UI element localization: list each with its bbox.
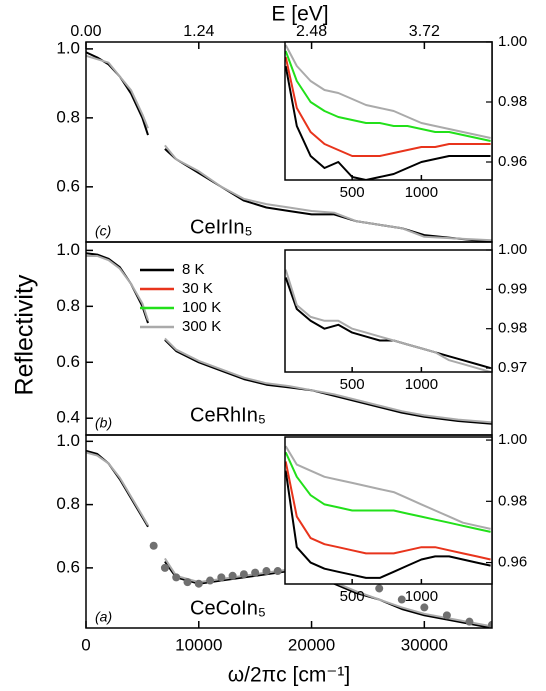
data-point <box>397 595 406 604</box>
plot-area <box>285 445 491 579</box>
series-line <box>285 56 491 157</box>
y2-tick-label: 0.97 <box>498 359 527 376</box>
top-tick-label: 0.00 <box>70 23 101 40</box>
y2-tick-label: 0.96 <box>498 153 527 170</box>
data-point <box>160 563 169 572</box>
top-tick-label: 3.72 <box>409 23 440 40</box>
x-tick-label: 0 <box>81 635 90 654</box>
y2-tick-label: 1.00 <box>498 431 527 448</box>
y-tick-label: 1.0 <box>56 240 80 259</box>
material-label: CeIrIn₅ <box>190 216 253 238</box>
y2-tick-label: 1.00 <box>498 33 527 50</box>
top-axis-label: E [eV] <box>271 3 328 26</box>
x-tick-label: 500 <box>340 376 365 393</box>
plot-area <box>285 269 491 372</box>
series-line <box>285 470 491 579</box>
y2-tick-label: 0.98 <box>498 320 527 337</box>
legend-label: 8 K <box>182 261 205 278</box>
series-line <box>86 255 492 424</box>
top-tick-label: 1.24 <box>183 23 214 40</box>
data-point <box>206 576 215 585</box>
series-line <box>285 44 491 139</box>
legend-label: 300 K <box>182 318 221 335</box>
y-tick-label: 1.0 <box>56 38 80 57</box>
data-point <box>375 584 384 593</box>
data-point <box>194 579 203 588</box>
series-line <box>285 269 491 372</box>
inset-background <box>285 250 492 372</box>
data-point <box>273 567 282 576</box>
y-tick-label: 0.6 <box>56 352 80 371</box>
panel-label: (c) <box>95 223 111 239</box>
y-tick-label: 1.0 <box>56 431 80 450</box>
top-tick-label: 2.48 <box>296 23 327 40</box>
y2-tick-label: 0.98 <box>498 492 527 509</box>
series-line <box>86 54 492 242</box>
inset-frame <box>284 41 493 181</box>
y-tick-label: 0.8 <box>56 107 80 126</box>
x-tick-label: 1000 <box>405 184 438 201</box>
data-point <box>251 568 260 577</box>
y-tick-label: 0.6 <box>56 176 80 195</box>
plot-area <box>86 252 492 425</box>
data-point <box>465 617 474 626</box>
data-point <box>172 573 181 582</box>
y2-tick-label: 0.96 <box>498 554 527 571</box>
legend-label: 100 K <box>182 299 221 316</box>
x-tick-label: 1000 <box>405 588 438 605</box>
series-line <box>285 451 491 533</box>
data-point <box>442 611 451 620</box>
x-tick-label: 1000 <box>405 376 438 393</box>
y-tick-label: 0.8 <box>56 494 80 513</box>
x-axis-label: ω/2πc [cm⁻¹] <box>228 664 350 687</box>
legend-label: 30 K <box>182 280 213 297</box>
series-line <box>285 65 491 180</box>
x-tick-label: 500 <box>340 588 365 605</box>
data-point <box>217 573 226 582</box>
y-tick-label: 0.6 <box>56 557 80 576</box>
x-tick-label: 30000 <box>401 635 448 654</box>
material-label: CeCoIn₅ <box>190 597 266 619</box>
y2-tick-label: 0.99 <box>498 280 527 297</box>
series-line <box>285 277 491 370</box>
panel-label: (b) <box>95 415 112 431</box>
data-point <box>183 578 192 587</box>
data-point <box>228 571 237 580</box>
y-tick-label: 0.8 <box>56 296 80 315</box>
y2-tick-label: 0.98 <box>498 93 527 110</box>
data-point <box>420 603 429 612</box>
y2-tick-label: 1.00 <box>498 241 527 258</box>
inset-frame <box>284 436 493 585</box>
plot-area <box>86 51 492 242</box>
series-line <box>285 50 491 142</box>
material-label: CeRhIn₅ <box>190 404 266 426</box>
x-tick-label: 20000 <box>288 635 335 654</box>
data-point <box>262 567 271 576</box>
plot-area <box>285 44 491 180</box>
data-point <box>149 541 158 550</box>
panel-label: (a) <box>95 609 112 625</box>
y-tick-label: 0.4 <box>56 408 80 427</box>
x-tick-label: 500 <box>340 184 365 201</box>
series-line <box>285 461 491 561</box>
data-point <box>239 570 248 579</box>
inset-background <box>285 42 492 180</box>
series-line <box>285 445 491 530</box>
x-tick-label: 10000 <box>175 635 222 654</box>
y-axis-label: Reflectivity <box>11 274 39 395</box>
data-point <box>488 620 492 628</box>
inset-frame <box>284 249 493 373</box>
